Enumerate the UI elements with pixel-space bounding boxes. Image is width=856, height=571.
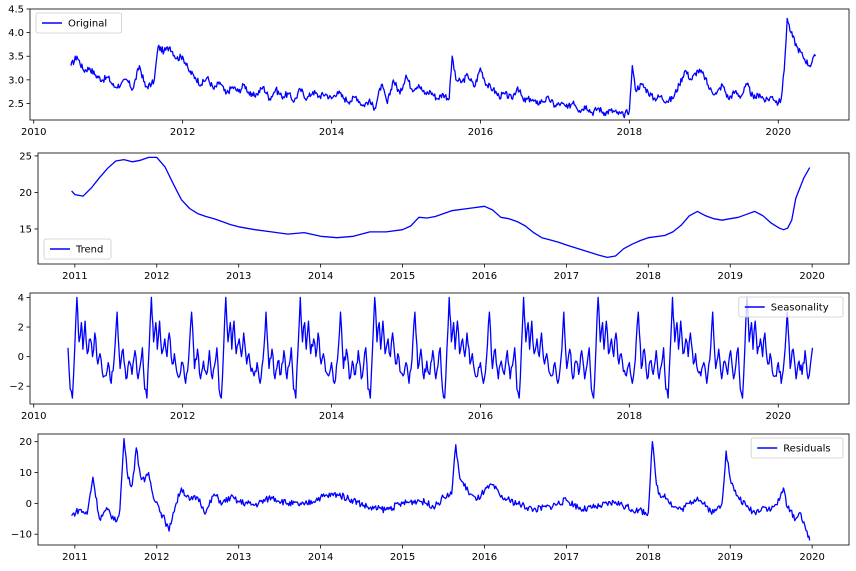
panel-3: 2010 2012 2014 2016 2018 2020 −2 0 2 4 Seasonality [9, 292, 850, 422]
y-tick-label: 10 [19, 468, 32, 479]
panel-2: 2011 2012 2013 2014 2015 2016 2017 2018 2019 2020… [19, 151, 850, 282]
y-tick-label: −2 [9, 382, 24, 393]
x-tick-label: 2012 [144, 552, 169, 563]
axes-frame [29, 8, 850, 121]
y-tick-label: 20 [19, 188, 32, 199]
legend-box [43, 238, 112, 260]
x-tick-label: 2018 [636, 552, 661, 563]
legend-box [35, 12, 122, 34]
series-line-residuals [71, 437, 811, 541]
x-tick-label: 2014 [319, 411, 344, 422]
x-tick-label: 2012 [170, 411, 195, 422]
x-tick-label: 2015 [390, 552, 415, 563]
x-tick-label: 2014 [319, 127, 344, 138]
x-tick-label: 2020 [799, 552, 824, 563]
x-tick-label: 2017 [554, 271, 579, 282]
legend-label: Residuals [783, 444, 830, 455]
y-tick-label: 2 [18, 323, 24, 334]
x-tick-label: 2016 [472, 552, 497, 563]
x-tick-label: 2010 [21, 127, 46, 138]
x-tick-label: 2013 [226, 271, 251, 282]
x-tick-label: 2012 [144, 271, 169, 282]
x-tick-label: 2017 [554, 552, 579, 563]
axes-frame [37, 152, 850, 265]
x-tick-label: 2018 [617, 411, 642, 422]
series-line-trend [71, 156, 811, 259]
x-tick-label: 2020 [799, 271, 824, 282]
y-tick-label: 3.5 [8, 52, 24, 63]
y-tick-label: 15 [19, 224, 32, 235]
x-tick-label: 2010 [21, 411, 46, 422]
axes-frame [37, 433, 850, 546]
legend-box [750, 437, 844, 459]
x-tick-label: 2016 [472, 271, 497, 282]
legend: Seasonality [738, 296, 844, 318]
legend-label: Seasonality [771, 303, 829, 314]
x-tick-label: 2016 [468, 411, 493, 422]
x-tick-label: 2020 [766, 127, 791, 138]
x-tick-label: 2011 [62, 552, 87, 563]
panel-1: 2010 2012 2014 2016 2018 2020 2.5 3.0 3.5 4.0 4.5 O… [8, 5, 850, 138]
axes-frame [29, 292, 850, 405]
y-tick-label: 3.0 [8, 75, 24, 86]
x-tick-label: 2011 [62, 271, 87, 282]
y-tick-label: −10 [11, 530, 32, 541]
y-tick-label: 4 [18, 293, 24, 304]
y-tick-label: 0 [26, 499, 32, 510]
x-tick-label: 2012 [170, 127, 195, 138]
x-tick-label: 2014 [308, 552, 333, 563]
y-tick-label: 20 [19, 437, 32, 448]
x-tick-label: 2016 [468, 127, 493, 138]
series-line-original [70, 17, 817, 119]
x-tick-label: 2018 [636, 271, 661, 282]
y-tick-label: 4.0 [8, 28, 24, 39]
series-line-seasonality [67, 296, 814, 399]
legend-box [738, 296, 844, 318]
x-tick-label: 2020 [766, 411, 791, 422]
y-tick-label: 2.5 [8, 99, 24, 110]
y-tick-label: 4.5 [8, 5, 24, 16]
x-tick-label: 2018 [617, 127, 642, 138]
legend-label: Original [68, 19, 107, 30]
y-tick-label: 25 [19, 151, 32, 162]
x-tick-label: 2013 [226, 552, 251, 563]
legend-label: Trend [75, 245, 103, 256]
x-tick-label: 2019 [717, 552, 742, 563]
panel-4: 2011 2012 2013 2014 2015 2016 2017 2018 2019 2020… [11, 433, 850, 563]
legend: Original [35, 12, 122, 34]
x-tick-label: 2019 [717, 271, 742, 282]
legend: Residuals [750, 437, 844, 459]
legend: Trend [43, 238, 112, 260]
x-tick-label: 2015 [390, 271, 415, 282]
y-tick-label: 0 [18, 352, 24, 363]
x-tick-label: 2014 [308, 271, 333, 282]
